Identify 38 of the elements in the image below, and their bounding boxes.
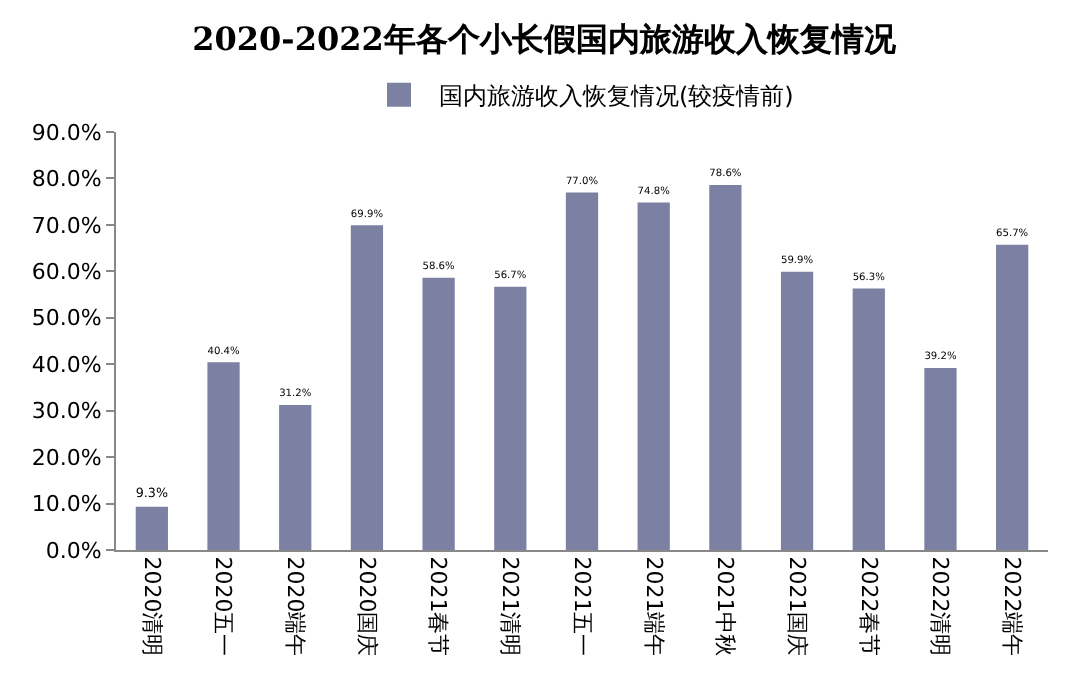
- x-tick-label: 2021春节: [425, 556, 452, 657]
- x-tick-label: 2021国庆: [783, 556, 810, 657]
- bar: [422, 277, 455, 550]
- y-tick-label: 20.0%: [31, 444, 102, 471]
- bar: [135, 506, 168, 550]
- bar: [709, 184, 742, 550]
- legend-label: 国内旅游收入恢复情况(较疫情前): [439, 82, 794, 110]
- bar: [565, 192, 599, 550]
- y-tick-label: 10.0%: [31, 491, 102, 518]
- bar: [924, 367, 957, 550]
- bar: [996, 244, 1029, 550]
- y-tick-label: 40.0%: [31, 351, 102, 378]
- x-tick-label: 2022端午: [999, 556, 1026, 657]
- x-tick-label: 2020端午: [282, 556, 309, 657]
- y-tick-label: 80.0%: [31, 166, 102, 193]
- y-tick-label: 90.0%: [31, 119, 102, 146]
- y-tick-label: 0.0%: [45, 537, 102, 564]
- chart-title: 2020-2022年各个小长假国内旅游收入恢复情况: [192, 19, 898, 58]
- x-tick-label: 2022清明: [927, 556, 954, 657]
- x-tick-label: 2020清明: [138, 556, 165, 657]
- x-tick-label: 2022春节: [855, 556, 882, 657]
- y-tick-label: 70.0%: [31, 212, 102, 239]
- bar: [494, 286, 527, 550]
- x-tick-label: 2020五一: [210, 556, 237, 657]
- bar: [637, 202, 670, 550]
- x-tick-label: 2021端午: [640, 556, 667, 657]
- bar: [350, 225, 384, 550]
- bar: [780, 271, 814, 550]
- bar: [852, 288, 885, 550]
- y-tick-label: 30.0%: [31, 398, 102, 425]
- x-tick-label: 2021中秋: [712, 556, 739, 657]
- y-tick-label: 60.0%: [31, 259, 102, 286]
- x-tick-label: 2021五一: [568, 556, 595, 657]
- bar: [207, 362, 240, 550]
- y-tick-label: 50.0%: [31, 305, 102, 332]
- x-tick-label: 2020国庆: [353, 556, 380, 657]
- bar: [279, 405, 312, 550]
- x-tick-label: 2021清明: [497, 556, 524, 657]
